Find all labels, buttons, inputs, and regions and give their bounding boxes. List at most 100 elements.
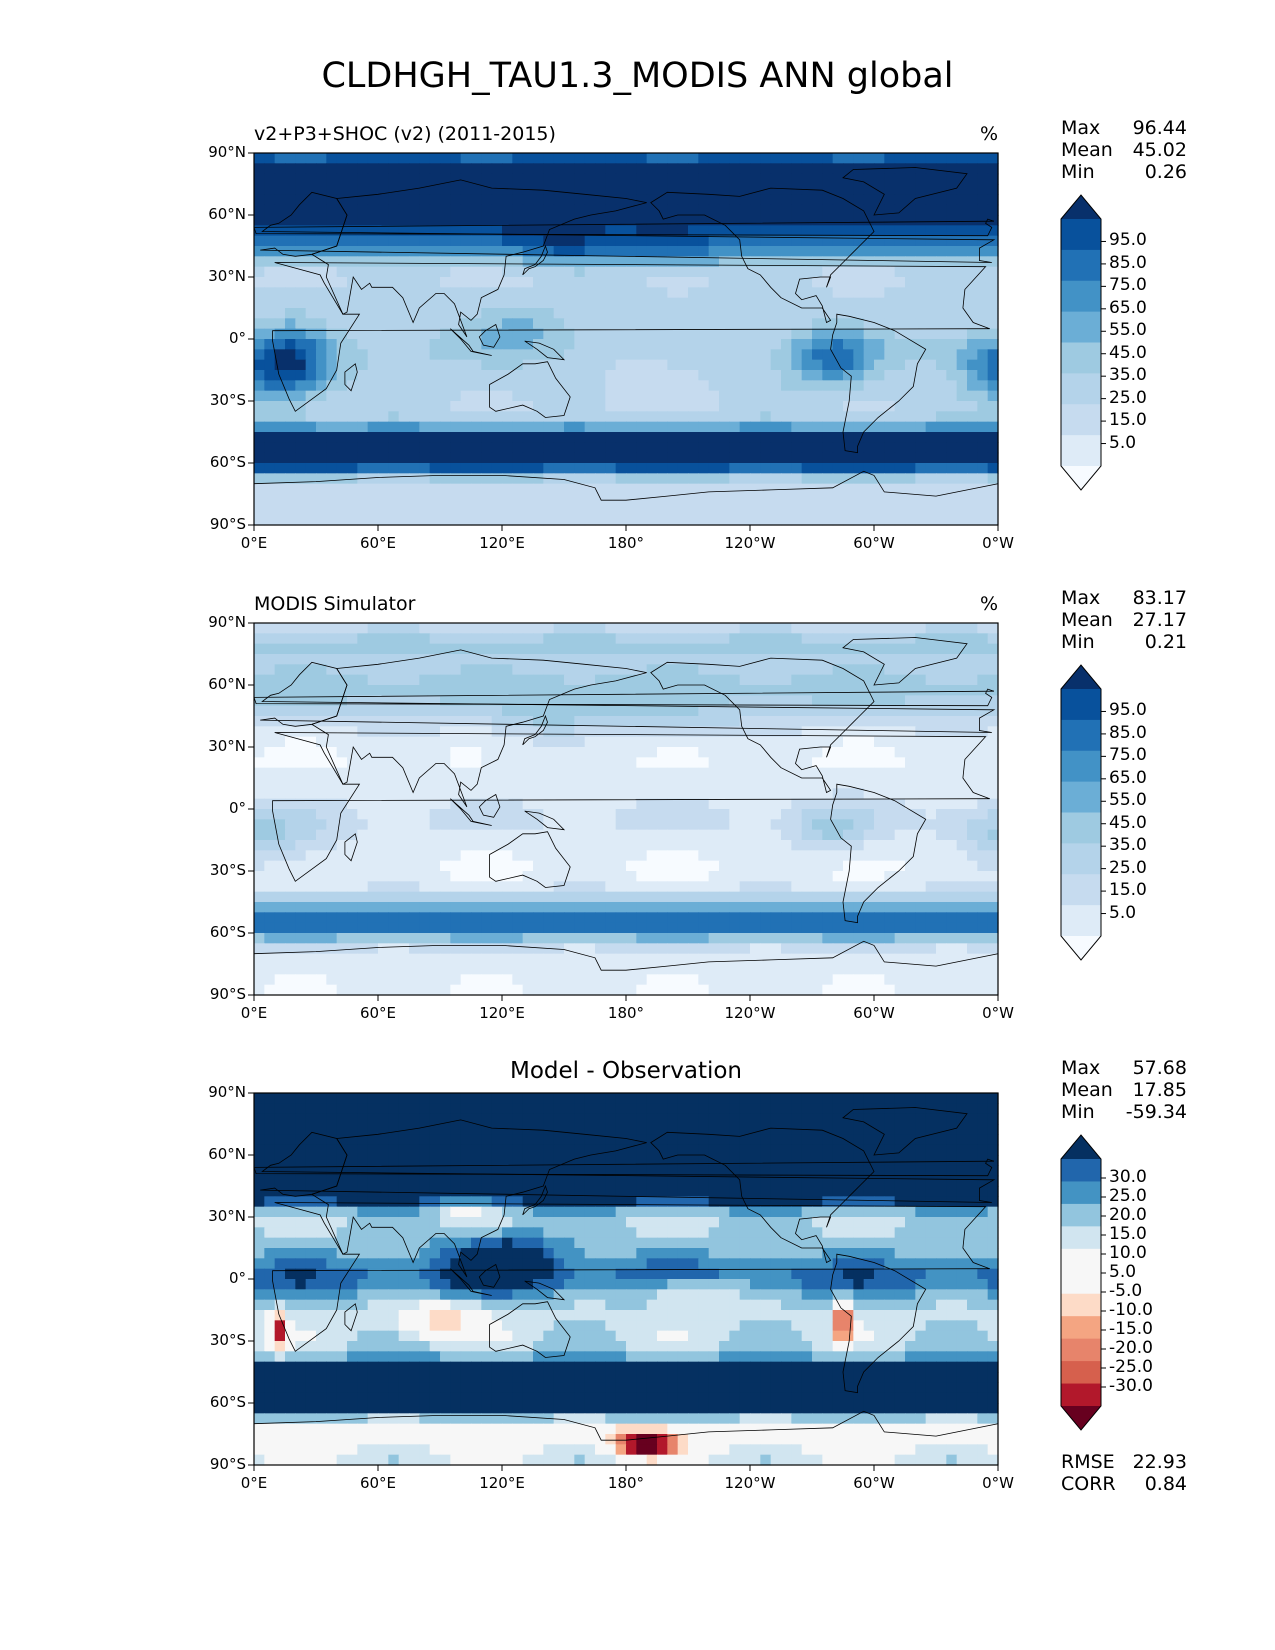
field-cell — [419, 514, 431, 526]
field-cell — [936, 432, 947, 443]
field-cell — [936, 747, 947, 758]
field-cell — [925, 215, 937, 226]
field-cell — [512, 881, 524, 893]
field-cell — [388, 297, 400, 309]
field-cell — [522, 819, 534, 831]
field-cell — [636, 860, 648, 872]
field-cell — [946, 473, 958, 485]
field-cell — [584, 339, 596, 350]
field-cell — [264, 788, 276, 800]
field-cell — [367, 654, 379, 665]
field-cell — [440, 705, 451, 717]
field-cell — [440, 411, 451, 423]
field-cell — [574, 829, 586, 841]
field-cell — [471, 370, 482, 381]
field-cell — [295, 349, 307, 361]
field-cell — [533, 421, 544, 433]
field-cell — [626, 215, 637, 226]
field-cell — [977, 184, 989, 195]
field-cell — [615, 452, 627, 464]
field-cell — [894, 483, 906, 495]
field-cell — [450, 225, 462, 237]
field-cell — [543, 514, 555, 526]
field-cell — [874, 643, 885, 655]
field-cell — [564, 674, 575, 686]
field-cell — [657, 504, 668, 516]
field-cell — [388, 736, 400, 748]
field-cell — [419, 308, 431, 319]
field-cell — [801, 370, 813, 381]
field-cell — [574, 798, 586, 810]
field-cell — [429, 401, 441, 412]
field-cell — [915, 798, 927, 810]
field-cell — [739, 705, 751, 717]
field-cell — [512, 891, 524, 903]
field-cell — [832, 349, 844, 361]
field-cell — [853, 452, 865, 464]
field-cell — [388, 891, 400, 903]
field-cell — [357, 225, 369, 237]
field-cell — [285, 871, 296, 882]
field-cell — [491, 902, 503, 913]
field-cell — [791, 514, 803, 526]
field-cell — [677, 225, 689, 237]
field-cell — [636, 308, 648, 319]
field-cell — [553, 452, 565, 464]
field-cell — [626, 432, 637, 443]
field-cell — [750, 881, 761, 893]
field-cell — [378, 401, 389, 412]
field-cell — [708, 716, 720, 727]
field-cell — [584, 933, 596, 944]
field-cell — [481, 881, 493, 893]
field-cell — [646, 757, 658, 769]
field-cell — [853, 390, 865, 402]
field-cell — [946, 871, 958, 882]
field-cell — [522, 736, 534, 748]
field-cell — [667, 504, 679, 516]
field-cell — [357, 881, 369, 893]
field-cell — [326, 819, 338, 831]
field-cell — [698, 736, 710, 748]
field-cell — [388, 287, 400, 299]
field-cell — [853, 401, 865, 412]
field-cell — [708, 881, 720, 893]
field-cell — [533, 623, 544, 634]
field-cell — [636, 695, 648, 707]
field-cell — [398, 349, 410, 361]
field-cell — [843, 204, 854, 216]
field-cell — [626, 705, 637, 717]
field-cell — [801, 943, 813, 955]
field-cell — [460, 778, 472, 789]
field-cell — [874, 757, 885, 769]
field-cell — [729, 359, 741, 371]
field-cell — [698, 633, 710, 645]
field-cell — [688, 643, 699, 655]
field-cell — [770, 819, 782, 831]
field-cell — [657, 757, 668, 769]
field-cell — [316, 643, 327, 655]
field-cell — [770, 685, 782, 696]
field-cell — [295, 891, 307, 903]
field-cell — [843, 514, 854, 526]
field-cell — [832, 788, 844, 800]
field-cell — [925, 809, 937, 820]
field-cell — [987, 643, 999, 655]
field-cell — [894, 860, 906, 872]
field-cell — [657, 256, 668, 268]
field-cell — [295, 633, 307, 645]
field-cell — [285, 757, 296, 769]
field-cell — [667, 339, 679, 350]
field-cell — [729, 215, 741, 226]
field-cell — [905, 287, 916, 299]
field-cell — [522, 943, 534, 955]
field-cell — [574, 235, 586, 247]
field-cell — [274, 623, 286, 634]
field-cell — [677, 912, 689, 924]
field-cell — [843, 318, 854, 330]
field-cell — [657, 912, 668, 924]
field-cell — [357, 933, 369, 944]
field-cell — [646, 840, 658, 851]
field-cell — [512, 757, 524, 769]
field-cell — [553, 411, 565, 423]
field-cell — [739, 943, 751, 955]
